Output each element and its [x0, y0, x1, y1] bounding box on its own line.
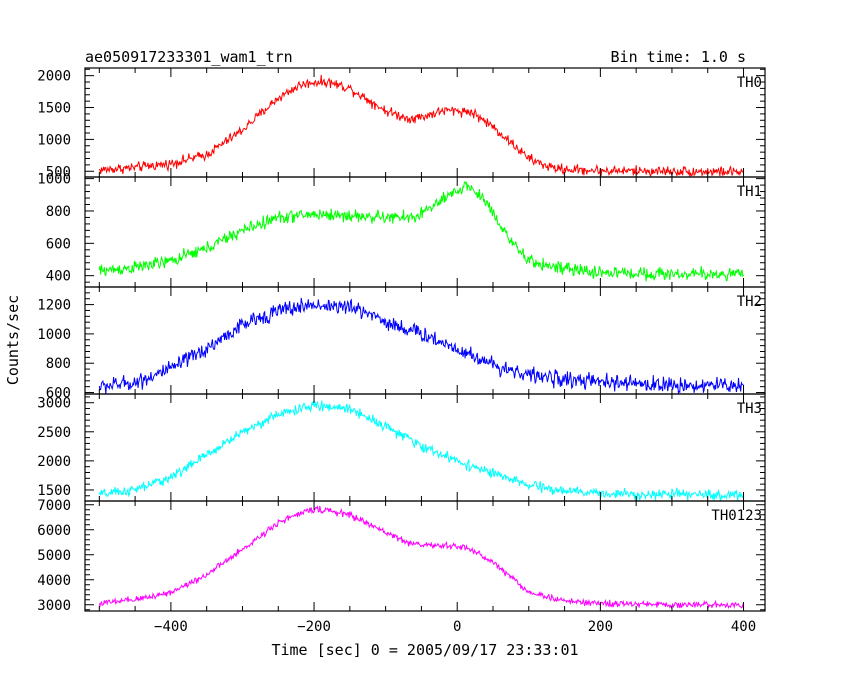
panel-th3: 1500 2000 2500 3000 TH3 — [37, 393, 766, 502]
y-tick-label: 800 — [46, 204, 71, 220]
y-tick-label: 3000 — [37, 396, 71, 412]
y-tick-label: 600 — [46, 386, 71, 402]
panel-th0123: 3000 4000 5000 6000 7000 TH0123 — [37, 498, 766, 614]
y-tick-label: 1000 — [37, 327, 71, 343]
panel-label-th0123: TH0123 — [711, 508, 762, 524]
bin-time-label: Bin time: 1.0 s — [611, 48, 746, 66]
panel-label-th2: TH2 — [737, 294, 762, 310]
panel-frame — [84, 500, 766, 612]
y-tick-label: 800 — [46, 356, 71, 372]
x-tick-label: 0 — [453, 619, 461, 635]
y-tick-label: 1200 — [37, 298, 71, 314]
x-tick-label: −200 — [297, 619, 331, 635]
y-tick-label: 7000 — [37, 498, 71, 514]
x-axis: −400 −200 0 200 400 — [154, 619, 756, 635]
series-line-th3 — [98, 400, 744, 502]
x-tick-label: 200 — [588, 619, 613, 635]
y-tick-label: 2500 — [37, 425, 71, 441]
y-tick-label: 2000 — [37, 69, 71, 85]
x-axis-title: Time [sec] 0 = 2005/09/17 23:33:01 — [271, 641, 578, 659]
y-tick-label: 500 — [46, 164, 71, 180]
y-tick-label: 4000 — [37, 573, 71, 589]
y-tick-label: 2000 — [37, 454, 71, 470]
panel-frame — [84, 176, 766, 288]
y-tick-label: 400 — [46, 269, 71, 285]
panel-th0: 500 1000 1500 2000 TH0 — [37, 67, 766, 180]
panel-label-th1: TH1 — [737, 184, 762, 200]
y-tick-label: 1000 — [37, 132, 71, 148]
y-tick-label: 1500 — [37, 101, 71, 117]
figure-title: ae050917233301_wam1_trn — [85, 48, 293, 66]
panel-th2: 600 800 1000 1200 TH2 — [37, 286, 766, 402]
y-tick-label: 1000 — [37, 172, 71, 188]
y-tick-label: 1500 — [37, 483, 71, 499]
panel-label-th3: TH3 — [737, 401, 762, 417]
series-line-th0123 — [98, 504, 744, 610]
x-tick-label: 400 — [731, 619, 756, 635]
series-line-th2 — [98, 297, 744, 395]
y-tick-label: 600 — [46, 236, 71, 252]
x-tick-label: −400 — [154, 619, 188, 635]
series-line-th0 — [98, 74, 744, 178]
y-tick-label: 5000 — [37, 548, 71, 564]
panel-label-th0: TH0 — [737, 75, 762, 91]
y-tick-label: 3000 — [37, 598, 71, 614]
y-tick-label: 6000 — [37, 523, 71, 539]
panel-th1: 400 600 800 1000 TH1 — [37, 172, 766, 288]
y-axis-title: Counts/sec — [4, 295, 22, 385]
series-line-th1 — [98, 181, 744, 282]
